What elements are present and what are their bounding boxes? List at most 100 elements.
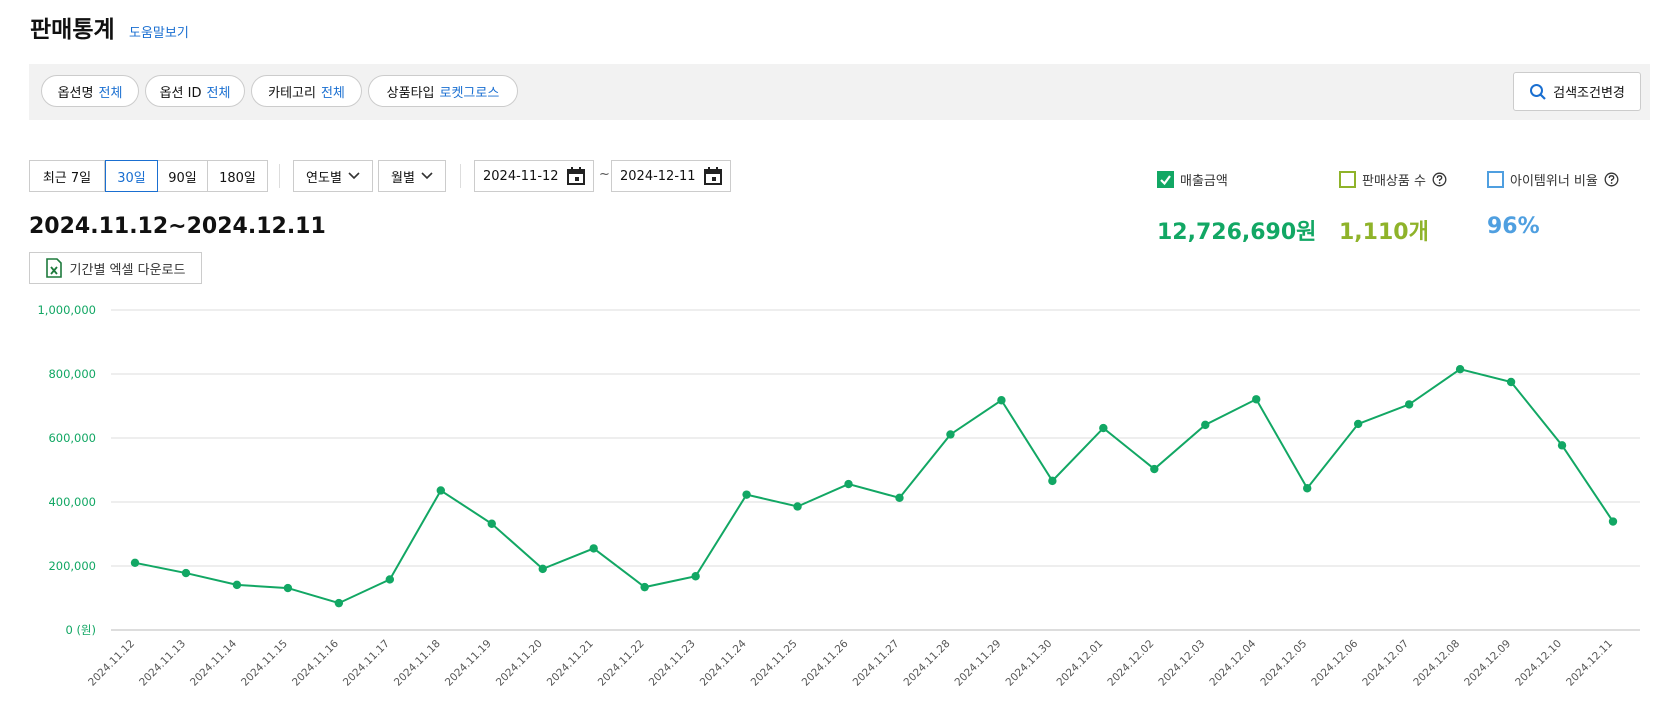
x-tick-label: 2024.11.30 xyxy=(1004,638,1055,689)
search-button-label: 검색조건변경 xyxy=(1553,86,1625,101)
checkbox xyxy=(1487,171,1504,188)
help-icon-graphic xyxy=(1432,172,1447,187)
point xyxy=(1455,365,1465,374)
excel-button[interactable]: 기간별 엑셀 다운로드 xyxy=(29,252,202,284)
dropdown[interactable]: 월별 xyxy=(378,160,446,192)
point xyxy=(589,544,598,553)
x-tick-label: 2024.12.11 xyxy=(1564,638,1615,689)
x-tick-label: 2024.11.28 xyxy=(902,638,953,689)
metric-toggle[interactable]: 판매상품 수 xyxy=(1339,170,1447,189)
point xyxy=(946,430,955,439)
filter-value: 전체 xyxy=(320,85,345,101)
search-button[interactable]: 검색조건변경 xyxy=(1513,72,1641,111)
x-tick-label: 2024.12.01 xyxy=(1054,638,1105,689)
point xyxy=(538,564,547,574)
filter-label: 옵션 ID xyxy=(159,85,202,101)
x-tick-label: 2024.12.07 xyxy=(1360,638,1411,689)
x-tick-label: 2024.12.10 xyxy=(1513,638,1564,689)
help-icon-graphic xyxy=(1604,172,1619,187)
point xyxy=(1353,419,1363,429)
point xyxy=(793,502,802,511)
point xyxy=(997,396,1006,405)
point xyxy=(1201,420,1210,430)
point xyxy=(130,558,140,567)
x-tick-label: 2024.12.04 xyxy=(1207,637,1258,688)
x-tick-label: 2024.12.05 xyxy=(1258,638,1309,689)
filter-chip[interactable]: 옵션 ID 전체 xyxy=(145,75,245,107)
point xyxy=(742,490,751,499)
point xyxy=(1252,395,1261,404)
x-tick-label: 2024.11.21 xyxy=(545,638,596,689)
dropdown-label: 연도별 xyxy=(306,170,342,186)
y-tick-label: 400,000 xyxy=(48,495,96,509)
metric-toggle[interactable]: 매출금액 xyxy=(1157,170,1228,189)
excel-button-label: 기간별 엑셀 다운로드 xyxy=(69,262,186,278)
point xyxy=(232,580,242,590)
period-button[interactable]: 180일 xyxy=(207,160,268,192)
x-tick-label: 2024.11.13 xyxy=(137,638,188,689)
x-tick-label: 2024.12.02 xyxy=(1105,638,1156,689)
point xyxy=(691,572,700,581)
point xyxy=(1150,464,1159,474)
dropdown[interactable]: 연도별 xyxy=(293,160,373,192)
excel-icon xyxy=(45,258,62,278)
y-tick-label: 600,000 xyxy=(48,431,96,445)
help-icon[interactable] xyxy=(1604,172,1619,187)
separator xyxy=(279,164,280,188)
chart: 0 (원) 200,000 400,000 600,000 800,000 1,000,0… xyxy=(37,303,1640,689)
y-tick-label: 0 (원) xyxy=(65,623,96,637)
chevron xyxy=(348,172,360,180)
x-tick-label: 2024.11.20 xyxy=(494,638,545,689)
x-tick-label: 2024.11.24 xyxy=(698,637,749,688)
filter-chip[interactable]: 옵션명 전체 xyxy=(41,75,139,107)
point xyxy=(844,479,853,489)
period-button[interactable]: 90일 xyxy=(157,160,208,192)
point xyxy=(1099,423,1108,433)
x-tick-label: 2024.11.25 xyxy=(749,638,800,689)
range-heading: 2024.11.12~2024.12.11 xyxy=(29,214,326,239)
x-tick-label: 2024.12.03 xyxy=(1156,638,1207,689)
x-tick-label: 2024.11.29 xyxy=(953,638,1004,689)
y-tick-label: 800,000 xyxy=(48,367,96,381)
x-tick-label: 2024.12.08 xyxy=(1411,638,1462,689)
point xyxy=(283,583,293,593)
x-tick-label: 2024.11.19 xyxy=(443,638,494,689)
period-button[interactable]: 최근 7일 xyxy=(29,160,105,192)
calendar-icon xyxy=(704,167,722,185)
filter-label: 상품타입 xyxy=(386,85,435,101)
period-button[interactable]: 30일 xyxy=(105,160,158,192)
point xyxy=(1303,484,1312,493)
page-title: 판매통계 xyxy=(30,17,115,43)
x-tick-label: 2024.11.27 xyxy=(851,638,902,689)
checkbox xyxy=(1157,171,1174,188)
point xyxy=(1506,377,1516,387)
help-icon[interactable] xyxy=(1432,172,1447,187)
x-tick-label: 2024.11.12 xyxy=(86,638,137,689)
calendar-icon xyxy=(567,167,585,185)
point xyxy=(640,582,649,592)
help-link[interactable]: 도움말보기 xyxy=(129,26,189,41)
metric-toggle[interactable]: 아이템위너 비율 xyxy=(1487,170,1619,189)
metric-value: 1,110개 xyxy=(1339,220,1429,245)
point xyxy=(487,519,496,528)
x-tick-label: 2024.11.22 xyxy=(596,638,647,689)
filter-label: 옵션명 xyxy=(57,85,94,101)
metric-label: 매출금액 xyxy=(1180,174,1228,189)
chevron xyxy=(421,172,433,180)
x-tick-label: 2024.11.23 xyxy=(647,638,698,689)
date-separator: ~ xyxy=(599,167,610,182)
metric-value: 12,726,690원 xyxy=(1157,220,1317,245)
point xyxy=(1608,517,1618,526)
date-input[interactable]: 2024-12-11 xyxy=(611,160,731,192)
filter-value: 전체 xyxy=(206,85,231,101)
line xyxy=(134,368,1614,605)
filter-chip[interactable]: 상품타입 로켓그로스 xyxy=(368,75,518,107)
x-tick-label: 2024.12.06 xyxy=(1309,637,1360,688)
x-tick-label: 2024.11.18 xyxy=(392,638,443,689)
date-input[interactable]: 2024-11-12 xyxy=(474,160,594,192)
x-tick-label: 2024.11.17 xyxy=(341,638,392,689)
filter-chip[interactable]: 카테고리 전체 xyxy=(251,75,362,107)
point xyxy=(385,575,395,584)
metric-label: 판매상품 수 xyxy=(1362,174,1426,189)
